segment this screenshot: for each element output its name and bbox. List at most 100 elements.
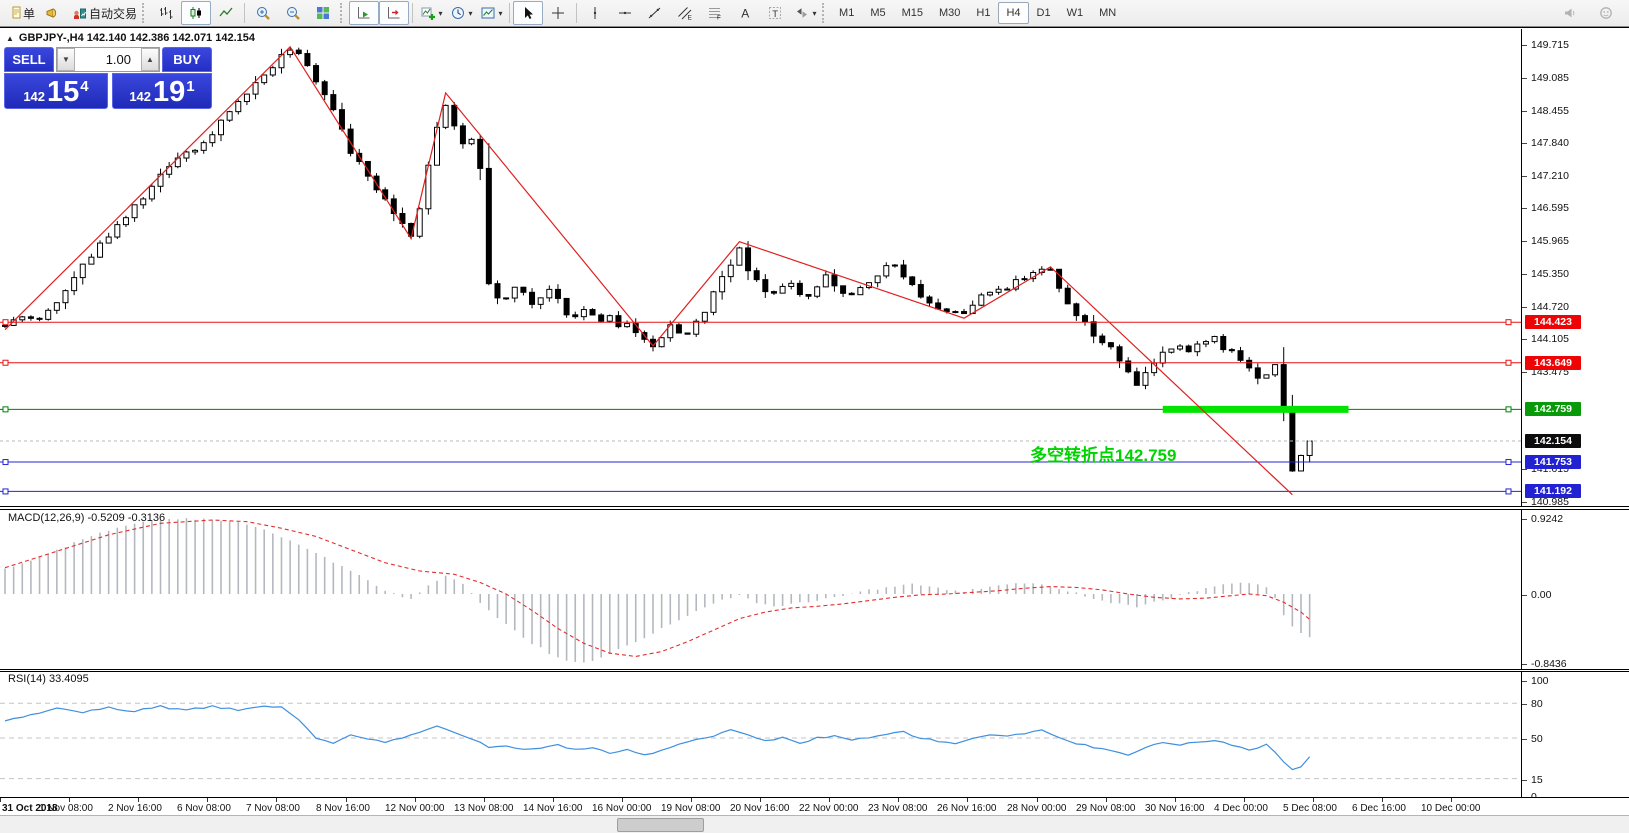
line-end-marker[interactable] (1505, 459, 1512, 466)
time-tick-mark (0, 798, 1, 802)
time-label: 16 Nov 00:00 (592, 803, 652, 814)
cursor-button[interactable] (513, 1, 544, 25)
toolbar-grip[interactable] (340, 3, 345, 23)
indicators-icon (421, 7, 435, 20)
line-end-marker[interactable] (1505, 359, 1512, 366)
line-end-marker[interactable] (2, 488, 9, 495)
symbol-header: ▲ GBPJPY-,H4 142.140 142.386 142.071 142… (6, 32, 255, 44)
rsi-tick-mark (1522, 780, 1527, 781)
crosshair-button[interactable] (543, 1, 573, 25)
rsi-pane[interactable] (0, 672, 1521, 797)
bar-chart-button[interactable] (151, 1, 181, 25)
buy-price-display[interactable]: 142 19 1 (111, 73, 212, 109)
price-tick-label: 145.965 (1531, 235, 1569, 247)
new-order-button[interactable]: 单 (2, 1, 38, 25)
line-end-marker[interactable] (2, 319, 9, 326)
line-end-marker[interactable] (1505, 319, 1512, 326)
sell-price-display[interactable]: 142 15 4 (4, 73, 108, 109)
sound-button[interactable] (1555, 1, 1585, 25)
price-badge-141.192: 141.192 (1525, 484, 1581, 498)
price-tick-mark (1522, 469, 1527, 470)
arrow-label-button[interactable]: A (730, 1, 760, 25)
rsi-tick-label: 80 (1531, 698, 1543, 710)
volume-increase-button[interactable]: ▲ (141, 48, 159, 71)
price-axis[interactable]: 149.715 149.085 148.455 147.840 147.210 146.5… (1521, 29, 1629, 803)
timeframe-h1-button[interactable]: H1 (976, 7, 991, 19)
line-end-marker[interactable] (2, 359, 9, 366)
timeframe-d1-button[interactable]: D1 (1036, 7, 1051, 19)
turning-point-highlight-line[interactable] (1162, 405, 1349, 413)
svg-text:E: E (688, 15, 693, 22)
time-axis[interactable]: 31 Oct 2018 1 Nov 08:00 2 Nov 16:00 6 Nov 0… (0, 797, 1629, 816)
indicators-button[interactable]: ▾ (416, 1, 446, 25)
macd-histogram (4, 518, 1311, 663)
zoom-in-button[interactable] (248, 1, 278, 25)
time-tick-mark (1175, 798, 1176, 802)
zoom-in-icon (257, 7, 270, 20)
text-label-button[interactable]: T (760, 1, 790, 25)
buy-button[interactable]: BUY (162, 47, 212, 72)
macd-pane[interactable] (0, 510, 1521, 669)
toolbar-grip[interactable] (822, 3, 827, 23)
price-tick-mark (1522, 78, 1527, 79)
timeframe-m15-button[interactable]: M15 (901, 7, 923, 19)
chart-shift-button[interactable] (379, 1, 410, 25)
line-end-marker[interactable] (2, 459, 9, 466)
sound-icon (1565, 8, 1575, 18)
time-label: 14 Nov 16:00 (523, 803, 583, 814)
svg-text:A: A (741, 7, 749, 21)
horizontal-scrollbar[interactable] (0, 815, 1629, 833)
zoom-out-button[interactable] (278, 1, 308, 25)
templates-icon (481, 7, 495, 19)
templates-button[interactable]: ▾ (476, 1, 506, 25)
turning-point-annotation[interactable]: 多空转折点142.759 (1030, 446, 1177, 465)
autotrading-label: 自动交易 (89, 6, 138, 21)
line-end-marker[interactable] (2, 406, 9, 413)
horizontal-line-button[interactable] (610, 1, 640, 25)
rsi-tick-mark (1522, 704, 1527, 705)
time-tick-mark (553, 798, 554, 802)
line-end-marker[interactable] (1505, 488, 1512, 495)
line-chart-icon (219, 7, 233, 17)
equidistant-channel-button[interactable]: E (670, 1, 700, 25)
fibonacci-button[interactable]: F (700, 1, 730, 25)
timeframe-m30-button[interactable]: M30 (939, 7, 961, 19)
main-price-pane[interactable] (0, 29, 1521, 506)
timeframe-m5-button[interactable]: M5 (870, 7, 886, 19)
alerts-button[interactable] (38, 1, 68, 25)
line-chart-button[interactable] (211, 1, 241, 25)
autotrading-button[interactable]: 自动交易 (68, 1, 140, 25)
auto-scroll-button[interactable] (349, 1, 380, 25)
macd-tick-label: 0.9242 (1531, 513, 1564, 525)
scrollbar-thumb[interactable] (617, 818, 704, 832)
price-tick-label: 149.715 (1531, 39, 1569, 51)
arrow-label-icon: A (741, 7, 749, 21)
zigzag-line (4, 45, 1293, 496)
trendline-button[interactable] (640, 1, 670, 25)
collapse-triangle-icon[interactable]: ▲ (6, 33, 14, 43)
periods-button[interactable]: ▾ (446, 1, 476, 25)
time-label: 26 Nov 16:00 (937, 803, 997, 814)
candlestick-chart-button[interactable] (181, 1, 212, 25)
crosshair-icon (552, 7, 565, 19)
timeframe-w1-button[interactable]: W1 (1066, 7, 1084, 19)
pane-separator[interactable] (0, 669, 1629, 672)
timeframe-mn-button[interactable]: MN (1099, 7, 1117, 19)
community-button[interactable] (1591, 1, 1621, 25)
volume-decrease-button[interactable]: ▼ (57, 48, 75, 71)
volume-input[interactable] (75, 48, 141, 71)
sell-button[interactable]: SELL (4, 47, 54, 72)
timeframe-m1-button[interactable]: M1 (839, 7, 855, 19)
price-tick-label: 147.840 (1531, 137, 1569, 149)
shapes-button[interactable]: ▾ (790, 1, 820, 25)
new-order-icon (12, 6, 21, 19)
tile-windows-button[interactable] (308, 1, 338, 25)
timeframe-h4-button[interactable]: H4 (998, 2, 1029, 24)
community-icon (1600, 7, 1612, 19)
toolbar-grip[interactable] (142, 3, 147, 23)
line-end-marker[interactable] (1505, 406, 1512, 413)
vertical-line-button[interactable] (580, 1, 610, 25)
time-label: 29 Nov 08:00 (1076, 803, 1136, 814)
pane-separator[interactable] (0, 506, 1629, 510)
